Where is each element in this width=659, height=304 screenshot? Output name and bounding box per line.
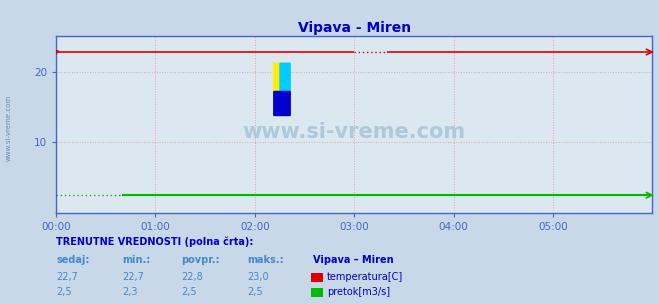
FancyBboxPatch shape bbox=[279, 63, 291, 95]
Text: 23,0: 23,0 bbox=[247, 272, 269, 282]
Text: 22,7: 22,7 bbox=[56, 272, 78, 282]
Text: www.si-vreme.com: www.si-vreme.com bbox=[243, 122, 466, 142]
Text: 22,8: 22,8 bbox=[181, 272, 203, 282]
Text: pretok[m3/s]: pretok[m3/s] bbox=[327, 287, 390, 297]
FancyBboxPatch shape bbox=[273, 63, 285, 95]
FancyBboxPatch shape bbox=[273, 91, 291, 116]
Text: sedaj:: sedaj: bbox=[56, 255, 90, 265]
Text: 2,5: 2,5 bbox=[247, 287, 263, 297]
Text: povpr.:: povpr.: bbox=[181, 255, 219, 265]
Text: temperatura[C]: temperatura[C] bbox=[327, 272, 403, 282]
Text: maks.:: maks.: bbox=[247, 255, 284, 265]
Text: www.si-vreme.com: www.si-vreme.com bbox=[5, 95, 12, 161]
Text: TRENUTNE VREDNOSTI (polna črta):: TRENUTNE VREDNOSTI (polna črta): bbox=[56, 236, 254, 247]
Text: 2,5: 2,5 bbox=[181, 287, 197, 297]
Text: Vipava – Miren: Vipava – Miren bbox=[313, 255, 393, 265]
Text: 2,3: 2,3 bbox=[122, 287, 138, 297]
Text: 22,7: 22,7 bbox=[122, 272, 144, 282]
Title: Vipava - Miren: Vipava - Miren bbox=[298, 21, 411, 35]
Text: min.:: min.: bbox=[122, 255, 150, 265]
Text: 2,5: 2,5 bbox=[56, 287, 72, 297]
